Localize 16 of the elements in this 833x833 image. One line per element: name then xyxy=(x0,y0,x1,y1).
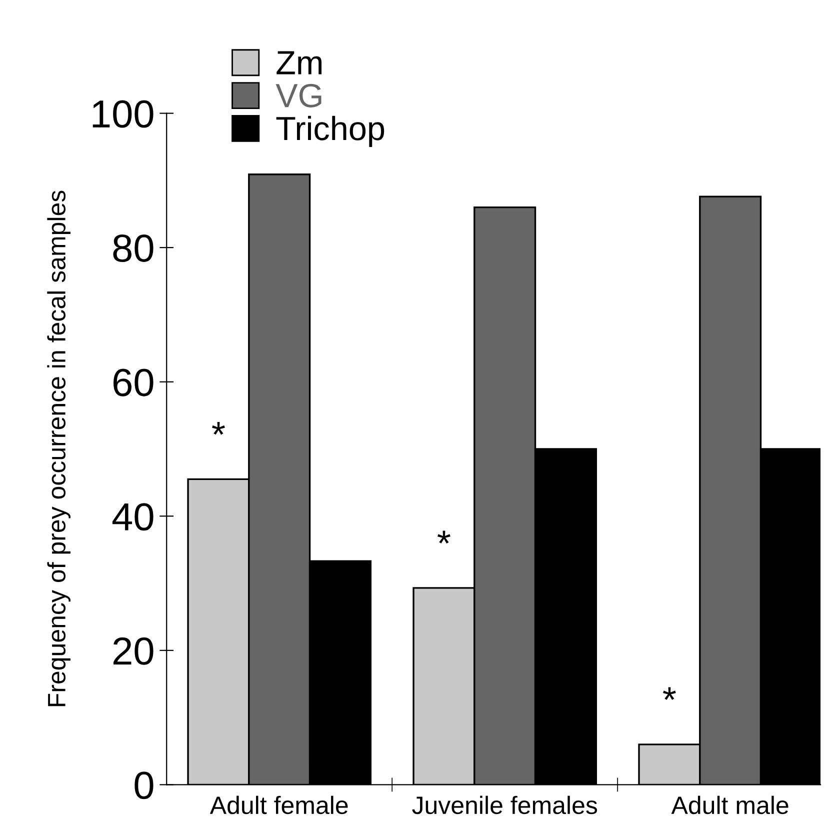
y-tick-label: 20 xyxy=(114,637,154,665)
y-tick-label: 80 xyxy=(113,234,154,262)
annotation: * xyxy=(438,530,450,544)
x-tick-label: Adult male xyxy=(671,796,788,814)
y-tick-label: 40 xyxy=(112,503,154,531)
y-tick-label: 60 xyxy=(114,368,154,396)
annotation: * xyxy=(662,687,676,700)
legend-label: Trichop xyxy=(276,116,384,147)
y-tick-label: 100 xyxy=(92,100,154,128)
x-tick-label: Adult female xyxy=(210,796,348,814)
legend-label: Zm xyxy=(276,51,322,74)
y-axis-title: Frequency of prey occurrence in fecal samples xyxy=(47,190,70,706)
legend-label: VG xyxy=(276,84,322,108)
y-tick-label: 0 xyxy=(134,772,154,800)
annotation: * xyxy=(212,422,225,435)
x-tick-label: Juvenile females xyxy=(412,796,598,814)
